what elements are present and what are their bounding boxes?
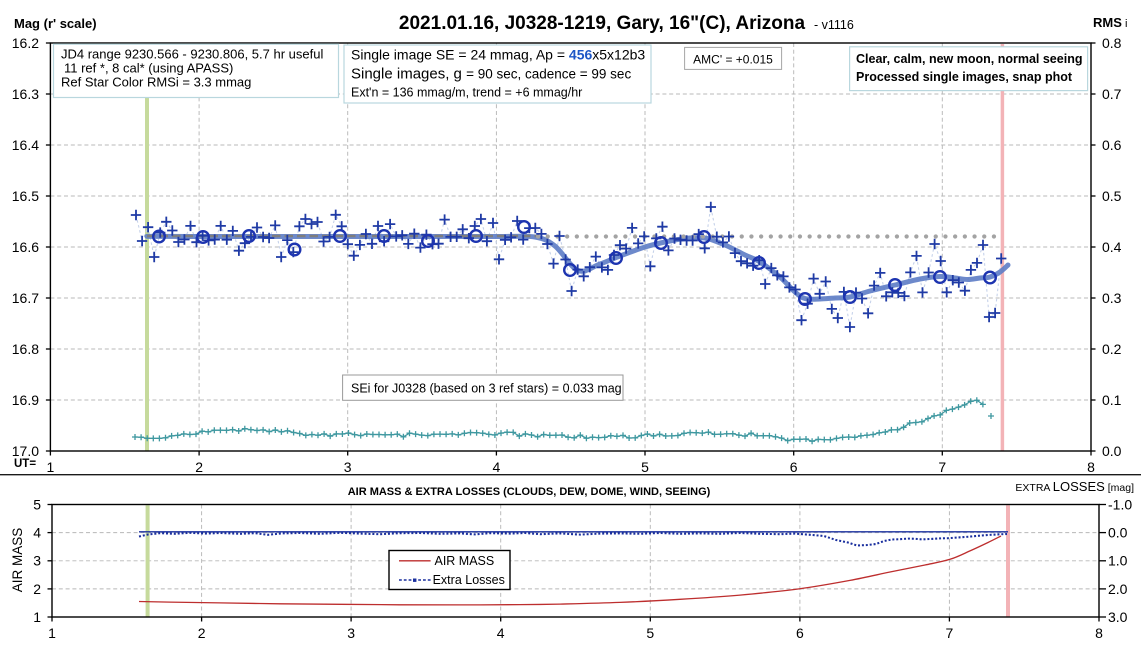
svg-text:AIR MASS & EXTRA LOSSES (CLOUD: AIR MASS & EXTRA LOSSES (CLOUDS, DEW, DO… [348, 486, 711, 498]
svg-text:3: 3 [347, 625, 355, 641]
svg-text:0.0: 0.0 [1108, 525, 1128, 541]
svg-text:0.2: 0.2 [1102, 341, 1122, 357]
svg-text:5: 5 [33, 496, 41, 512]
svg-text:-1.0: -1.0 [1108, 496, 1132, 512]
svg-text:17.0: 17.0 [12, 443, 39, 459]
svg-text:Mag (r' scale): Mag (r' scale) [14, 16, 97, 31]
svg-text:JD4 range 9230.566 - 9230.806,: JD4 range 9230.566 - 9230.806, 5.7 hr us… [61, 47, 323, 62]
svg-text:16.4: 16.4 [12, 137, 39, 153]
svg-text:Single image SE = 24 mmag, Ap: Single image SE = 24 mmag, Ap = 456x5x12… [351, 47, 645, 63]
svg-text:Processed single images, snap: Processed single images, snap phot [856, 70, 1073, 84]
svg-text:16.9: 16.9 [12, 392, 39, 408]
svg-text:8: 8 [1087, 459, 1095, 475]
svg-text:1: 1 [48, 625, 56, 641]
svg-text:8: 8 [1095, 625, 1103, 641]
svg-text:1: 1 [33, 609, 41, 625]
svg-text:2: 2 [33, 581, 41, 597]
svg-text:- v1116: - v1116 [814, 18, 854, 32]
svg-text:5: 5 [641, 459, 649, 475]
svg-text:6: 6 [790, 459, 798, 475]
svg-text:4: 4 [497, 625, 505, 641]
svg-text:2021.01.16, J0328-1219, Gary,: 2021.01.16, J0328-1219, Gary, 16"(C), Ar… [399, 13, 806, 34]
svg-text:Single images, g = 90 sec, cad: Single images, g = 90 sec, cadence = 99 … [351, 66, 631, 83]
svg-text:7: 7 [938, 459, 946, 475]
svg-text:2: 2 [198, 625, 206, 641]
svg-text:AIR MASS: AIR MASS [10, 528, 25, 593]
svg-text:AMC' = +0.015: AMC' = +0.015 [693, 52, 773, 66]
svg-text:0.5: 0.5 [1102, 188, 1122, 204]
svg-text:EXTRA LOSSES [mag]: EXTRA LOSSES [mag] [1015, 479, 1134, 494]
svg-text:0.7: 0.7 [1102, 86, 1122, 102]
svg-text:Ext'n = 136 mmag/m, trend = +6: Ext'n = 136 mmag/m, trend = +6 mmag/hr [351, 86, 582, 100]
svg-text:RMS i: RMS i [1093, 15, 1127, 30]
svg-text:4: 4 [33, 525, 41, 541]
svg-text:16.2: 16.2 [12, 35, 39, 51]
svg-text:0.6: 0.6 [1102, 137, 1122, 153]
svg-text:2.0: 2.0 [1108, 581, 1128, 597]
svg-text:0.4: 0.4 [1102, 239, 1122, 255]
svg-text:3: 3 [33, 553, 41, 569]
svg-text:3.0: 3.0 [1108, 609, 1128, 625]
svg-text:0.8: 0.8 [1102, 35, 1122, 51]
svg-text:7: 7 [946, 625, 954, 641]
svg-text:Ref Star Color RMSi = 3.3 mmag: Ref Star Color RMSi = 3.3 mmag [61, 75, 251, 90]
svg-text:5: 5 [646, 625, 654, 641]
svg-text:Clear, calm, new moon, normal: Clear, calm, new moon, normal seeing [856, 52, 1082, 66]
svg-text:16.8: 16.8 [12, 341, 39, 357]
svg-text:11 ref *, 8 cal* (using APASS): 11 ref *, 8 cal* (using APASS) [64, 61, 233, 76]
svg-text:4: 4 [493, 459, 501, 475]
svg-text:0.0: 0.0 [1102, 443, 1122, 459]
svg-text:16.3: 16.3 [12, 86, 39, 102]
svg-text:3: 3 [344, 459, 352, 475]
svg-text:SEi for J0328 (based on 3 ref: SEi for J0328 (based on 3 ref stars) = 0… [351, 382, 622, 396]
svg-text:16.7: 16.7 [12, 290, 39, 306]
svg-text:0.3: 0.3 [1102, 290, 1122, 306]
svg-text:1.0: 1.0 [1108, 553, 1128, 569]
svg-text:UT=: UT= [14, 458, 36, 470]
svg-text:16.5: 16.5 [12, 188, 39, 204]
svg-text:AIR MASS: AIR MASS [435, 554, 495, 568]
svg-text:16.6: 16.6 [12, 239, 39, 255]
svg-text:6: 6 [796, 625, 804, 641]
svg-text:0.1: 0.1 [1102, 392, 1122, 408]
svg-text:2: 2 [195, 459, 203, 475]
svg-text:Extra Losses: Extra Losses [433, 573, 505, 587]
svg-text:1: 1 [47, 459, 55, 475]
